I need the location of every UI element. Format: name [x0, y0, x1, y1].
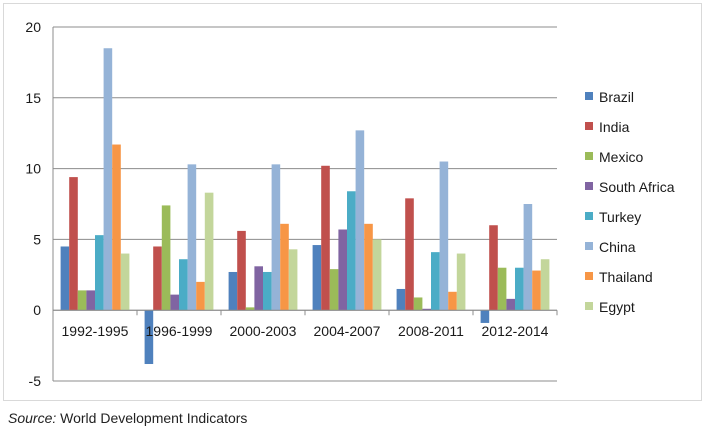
- bar-india: [405, 198, 414, 311]
- bar-turkey: [263, 271, 272, 311]
- legend-swatch: [585, 272, 593, 280]
- bar-thailand: [448, 291, 457, 311]
- bar-brazil: [312, 245, 322, 311]
- bar-egypt: [540, 259, 550, 311]
- bar-south-africa: [86, 290, 95, 311]
- y-tick-label: 15: [25, 90, 41, 106]
- bar-mexico: [329, 269, 339, 311]
- bar-egypt: [204, 192, 214, 311]
- y-tick-label: 5: [33, 231, 41, 247]
- y-tick-label: -5: [29, 373, 42, 389]
- bar-mexico: [161, 205, 171, 311]
- bar-egypt: [372, 239, 382, 311]
- bar-thailand: [112, 144, 121, 311]
- bar-thailand: [196, 281, 205, 311]
- legend-label: Egypt: [599, 299, 635, 315]
- bar-south-africa: [254, 266, 263, 311]
- bar-india: [321, 165, 330, 311]
- legend-swatch: [585, 212, 593, 220]
- y-tick-label: 0: [33, 302, 41, 318]
- bar-china: [187, 164, 197, 311]
- x-tick-label: 1992-1995: [62, 323, 129, 339]
- bar-china: [271, 164, 281, 311]
- bar-china: [439, 161, 449, 311]
- bar-china: [355, 130, 365, 311]
- bar-brazil: [396, 288, 406, 311]
- bar-egypt: [456, 253, 466, 311]
- x-tick-label: 2000-2003: [230, 323, 297, 339]
- source-text: World Development Indicators: [56, 410, 248, 426]
- bar-brazil: [60, 246, 70, 311]
- bar-turkey: [347, 191, 356, 311]
- x-tick-label: 2012-2014: [482, 323, 549, 339]
- bar-egypt: [120, 253, 130, 311]
- legend-swatch: [585, 152, 593, 160]
- y-tick-label: 20: [25, 19, 41, 35]
- x-tick-label: 2008-2011: [398, 323, 464, 339]
- legend-label: India: [599, 119, 630, 135]
- bar-thailand: [532, 270, 541, 311]
- bar-thailand: [280, 223, 289, 311]
- legend-swatch: [585, 302, 593, 310]
- bar-india: [237, 230, 246, 311]
- bar-south-africa: [422, 308, 431, 311]
- legend-label: Mexico: [599, 149, 644, 165]
- legend-label: Thailand: [599, 269, 653, 285]
- bar-india: [489, 225, 498, 311]
- x-tick-label: 2004-2007: [314, 323, 381, 339]
- legend-swatch: [585, 122, 593, 130]
- legend-swatch: [585, 182, 593, 190]
- bar-turkey: [431, 252, 440, 311]
- bar-india: [69, 177, 78, 311]
- source-note: Source: World Development Indicators: [8, 410, 247, 426]
- legend-label: South Africa: [599, 179, 675, 195]
- bar-thailand: [364, 223, 373, 311]
- chart-frame: -5 0 5 10 15 20 1992-1995 1996-1999 2000-2003 200…: [3, 3, 702, 401]
- bar-turkey: [515, 267, 524, 311]
- bar-south-africa: [338, 229, 347, 311]
- bar-brazil: [144, 310, 154, 365]
- bar-china: [103, 48, 113, 311]
- bar-mexico: [497, 267, 507, 311]
- legend-label: Turkey: [599, 209, 641, 225]
- legend-swatch: [585, 92, 593, 100]
- bar-south-africa: [506, 298, 515, 311]
- legend-swatch: [585, 242, 593, 250]
- bar-turkey: [95, 235, 104, 311]
- y-tick-label: 10: [25, 161, 41, 177]
- bar-turkey: [179, 259, 188, 311]
- bar-brazil: [480, 310, 490, 323]
- bar-mexico: [245, 307, 255, 311]
- bar-brazil: [228, 271, 238, 311]
- bar-china: [523, 204, 533, 311]
- bar-mexico: [77, 290, 87, 311]
- bar-egypt: [288, 249, 298, 311]
- bar-chart: -5 0 5 10 15 20 1992-1995 1996-1999 2000-2003 200…: [25, 19, 675, 389]
- bar-south-africa: [170, 294, 179, 311]
- bar-india: [153, 246, 162, 311]
- x-tick-label: 1996-1999: [146, 323, 213, 339]
- legend-label: Brazil: [599, 89, 634, 105]
- source-label: Source:: [8, 410, 57, 426]
- bar-mexico: [413, 297, 423, 311]
- legend-label: China: [599, 239, 636, 255]
